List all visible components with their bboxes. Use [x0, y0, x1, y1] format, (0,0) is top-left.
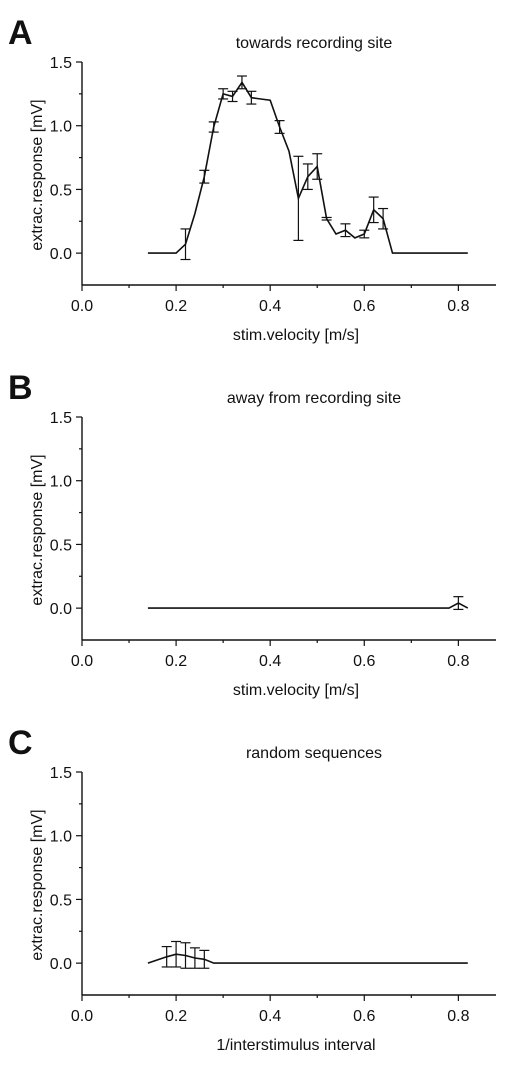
- panel-b: B away from recording site stim.velocity…: [8, 369, 496, 699]
- x-tick-label: 0.6: [353, 653, 375, 670]
- x-tick-label: 0.2: [165, 653, 187, 670]
- x-tick-label: 0.0: [71, 1008, 93, 1025]
- chart-title: random sequences: [246, 745, 382, 762]
- x-tick-label: 0.8: [447, 298, 469, 315]
- x-tick-label: 0.2: [165, 1008, 187, 1025]
- y-tick-label: 0.0: [50, 246, 72, 263]
- x-tick-label: 0.6: [353, 1008, 375, 1025]
- y-tick-label: 0.0: [50, 601, 72, 618]
- x-axis-label: 1/interstimulus interval: [216, 1037, 375, 1054]
- x-tick-label: 0.4: [259, 298, 281, 315]
- plot-area: 0.0 0.2 0.4 0.6 0.8 0.0 0.5 1.0 1.5: [50, 55, 496, 315]
- y-tick-label: 0.5: [50, 182, 72, 199]
- x-tick-label: 0.4: [259, 1008, 281, 1025]
- panel-letter: B: [8, 369, 33, 407]
- y-tick-label: 1.5: [50, 410, 72, 427]
- y-tick-label: 0.5: [50, 537, 72, 554]
- plot-area: 0.0 0.2 0.4 0.6 0.8 0.0 0.5 1.0 1.5: [50, 410, 496, 670]
- plot-area: 0.0 0.2 0.4 0.6 0.8 0.0 0.5 1.0 1.5: [50, 765, 496, 1025]
- series-line: [147, 953, 468, 964]
- y-tick-label: 1.5: [50, 765, 72, 782]
- y-tick-label: 0.0: [50, 956, 72, 973]
- x-tick-label: 0.4: [259, 653, 281, 670]
- y-tick-label: 1.0: [50, 829, 72, 846]
- panel-letter: A: [8, 14, 33, 52]
- panel-c: C random sequences 1/interstimulus inter…: [8, 724, 496, 1054]
- y-axis-label: extrac.response [mV]: [29, 454, 46, 605]
- chart-title: towards recording site: [236, 35, 393, 52]
- panel-letter: C: [8, 724, 33, 762]
- y-tick-label: 1.5: [50, 55, 72, 72]
- y-axis-label: extrac.response [mV]: [29, 99, 46, 250]
- x-axis-label: stim.velocity [m/s]: [233, 327, 359, 344]
- series-line: [147, 602, 469, 609]
- x-tick-label: 0.0: [71, 653, 93, 670]
- series-line: [147, 80, 468, 254]
- y-axis-label: extrac.response [mV]: [29, 809, 46, 960]
- y-tick-label: 1.0: [50, 119, 72, 136]
- y-tick-label: 0.5: [50, 892, 72, 909]
- x-tick-label: 0.8: [447, 1008, 469, 1025]
- x-tick-label: 0.0: [71, 298, 93, 315]
- panel-a: A towards recording site stim.velocity […: [8, 14, 496, 344]
- x-tick-label: 0.8: [447, 653, 469, 670]
- y-tick-label: 1.0: [50, 474, 72, 491]
- x-axis-label: stim.velocity [m/s]: [233, 682, 359, 699]
- x-tick-label: 0.6: [353, 298, 375, 315]
- chart-title: away from recording site: [227, 390, 401, 407]
- x-tick-label: 0.2: [165, 298, 187, 315]
